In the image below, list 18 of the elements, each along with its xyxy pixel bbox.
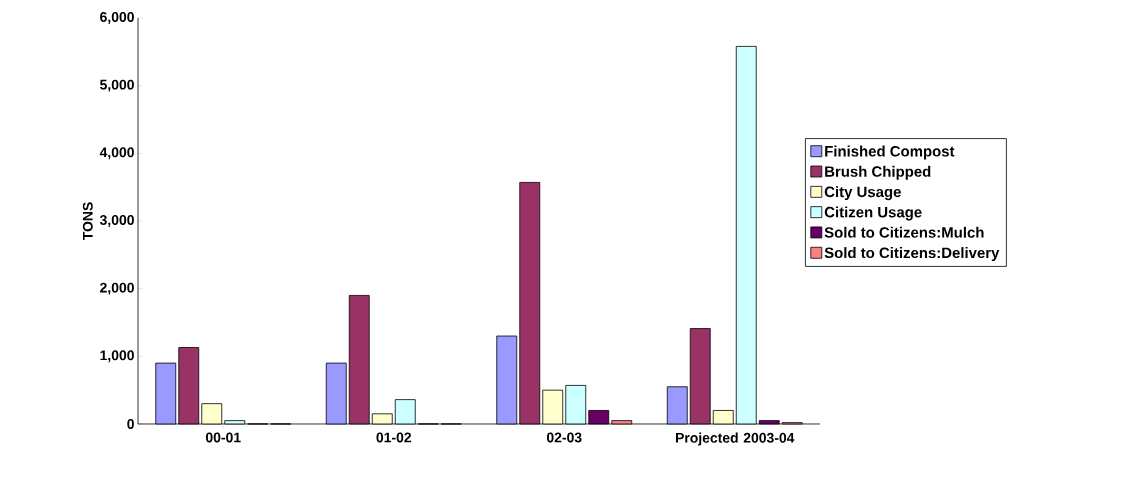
x-tick-label: 01-02	[376, 432, 412, 443]
y-tick-label: 5,000	[100, 79, 134, 92]
x-tick-label: 02-03	[546, 432, 582, 443]
y-tick-label: 4,000	[99, 147, 134, 160]
y-tick-label: 2,000	[100, 282, 134, 295]
x-tick-label: 00-01	[205, 432, 241, 443]
legend-label: Sold to Citizens:Delivery	[824, 247, 1000, 262]
legend-label: City Usage	[824, 186, 901, 201]
x-tick-label: Projected 2003-04	[676, 432, 795, 446]
legend-label: Finished Compost	[825, 145, 955, 160]
legend-label: Sold to Citizens:Mulch	[824, 226, 984, 238]
y-tick-label: 0	[127, 419, 134, 429]
legend-label: Brush Chipped	[825, 165, 931, 180]
y-tick-label: 1,000	[100, 350, 134, 363]
y-axis-title: TONS	[82, 202, 93, 241]
y-tick-label: 6,000	[100, 12, 134, 24]
legend-label: Citizen Usage	[824, 206, 922, 221]
y-tick-label: 3,000	[99, 215, 134, 227]
